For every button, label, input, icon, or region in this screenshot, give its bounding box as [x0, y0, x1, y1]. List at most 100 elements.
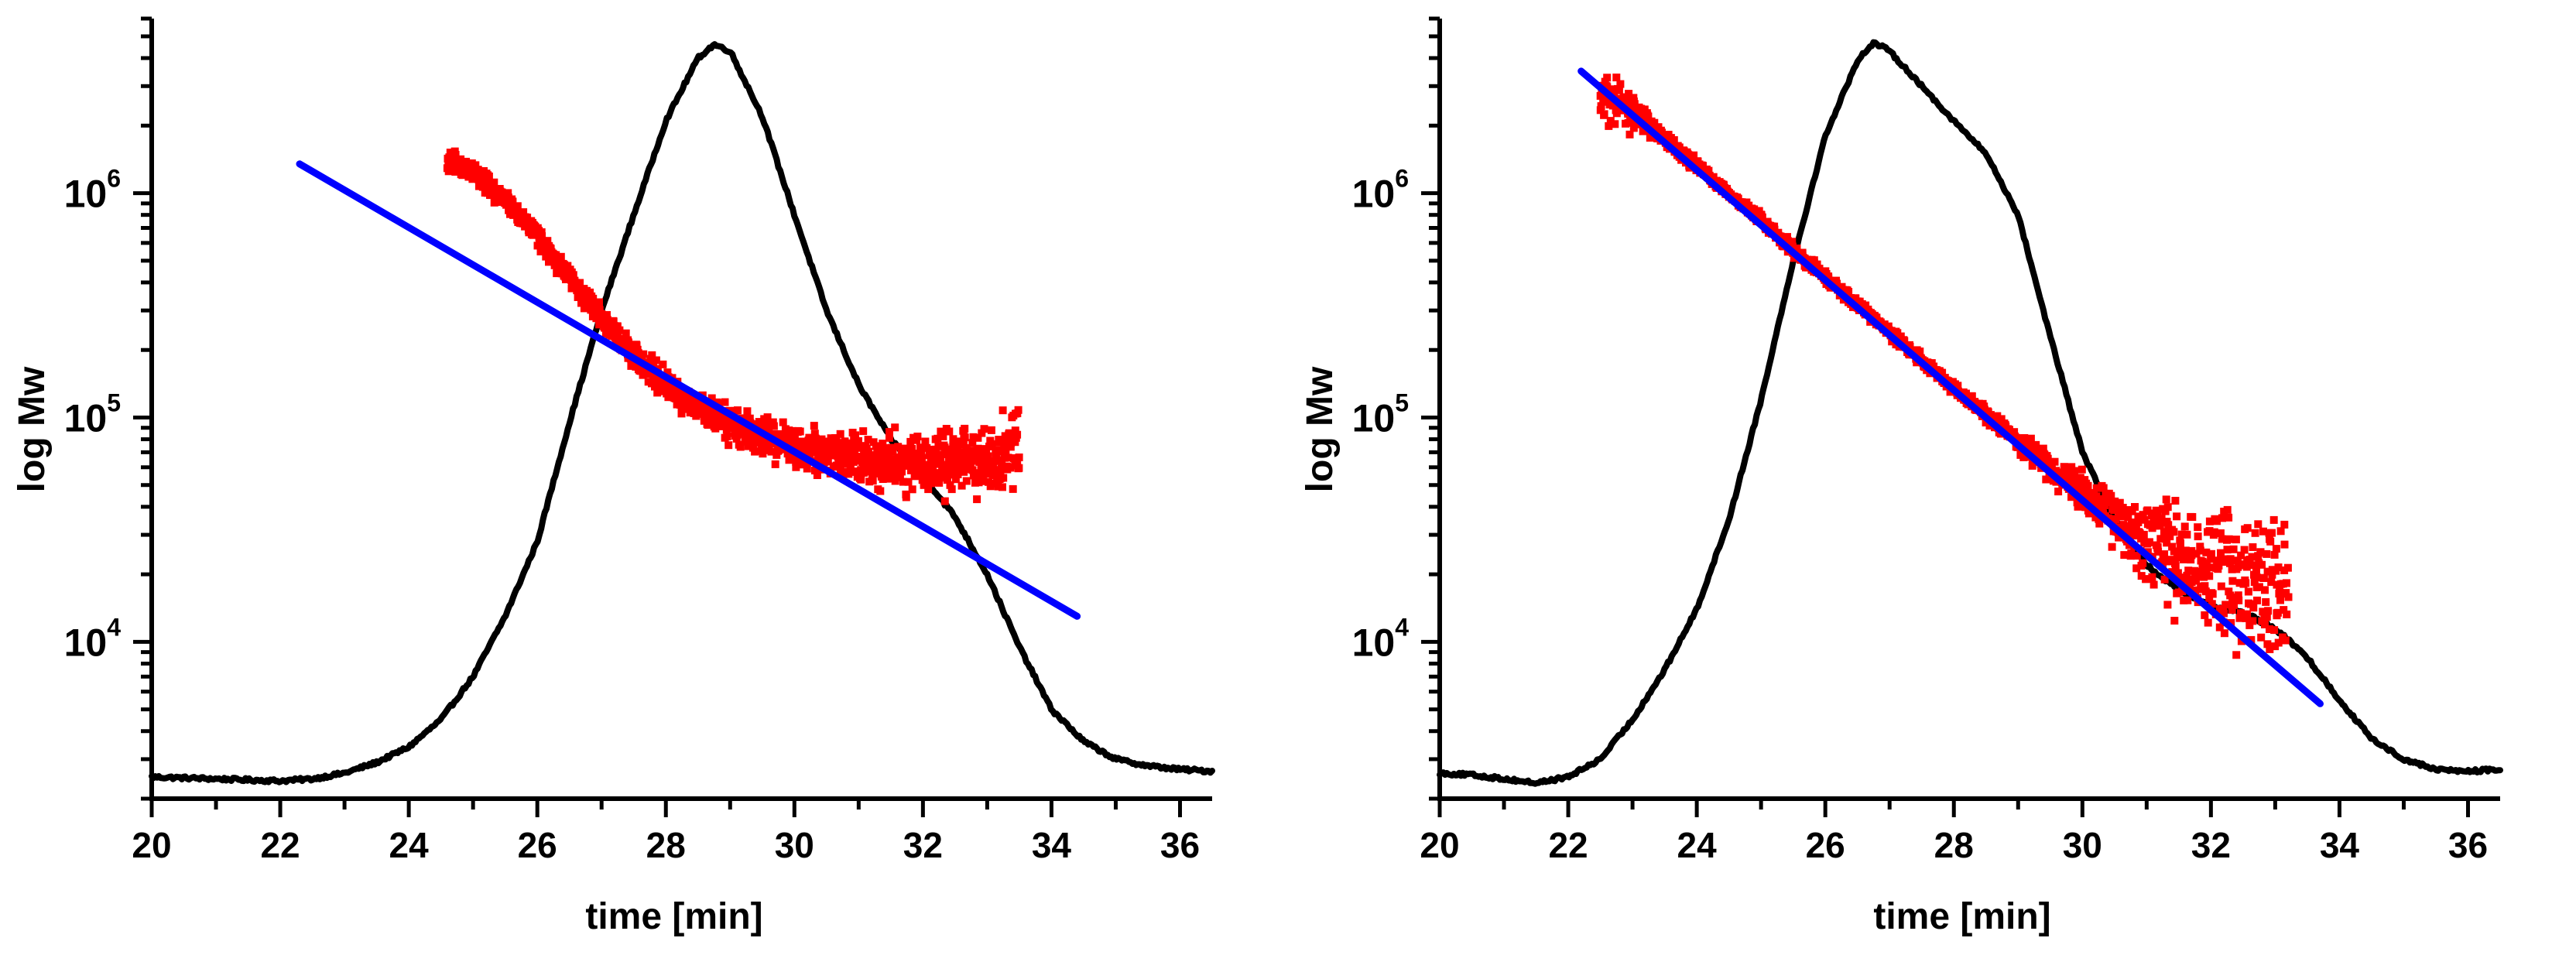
mw-data-point [2276, 584, 2283, 593]
mw-data-point [755, 422, 764, 430]
mw-data-point [1005, 429, 1013, 437]
mw-data-point [2121, 507, 2129, 515]
mw-data-point [2284, 593, 2293, 601]
mw-data-point [1006, 464, 1015, 472]
chart-panel-left: time [min] log Mw 20 22 24 26 28 30 32 34 36 104 1… [12, 16, 1215, 937]
mw-data-point [696, 409, 704, 418]
mw-data-point [2184, 596, 2192, 604]
mw-data-point [2201, 569, 2209, 577]
mw-data-point [2208, 549, 2215, 558]
mw-data-point [537, 228, 546, 236]
x-tick-label: 26 [1806, 825, 1845, 865]
x-tick-label: 32 [903, 825, 943, 865]
mw-data-point [663, 368, 672, 377]
mw-data-point [999, 474, 1008, 482]
mw-data-point [1798, 249, 1807, 258]
mw-data-point [451, 151, 460, 159]
mw-data-point [2240, 546, 2249, 554]
mw-data-point [824, 457, 832, 466]
mw-data-point [2154, 547, 2163, 556]
mw-data-point [2078, 465, 2086, 474]
mw-data-point [2232, 651, 2241, 659]
mw-data-point [2218, 514, 2226, 522]
mw-data-point [2258, 560, 2266, 569]
mw-data-point [1015, 454, 1023, 461]
mw-data-point [2266, 625, 2273, 633]
mw-data-point [2067, 463, 2076, 471]
mw-data-point [2161, 507, 2170, 515]
elution-trace-line [149, 41, 1215, 786]
mw-data-point [1833, 279, 1841, 288]
mw-data-point [2254, 520, 2263, 529]
mw-data-point [935, 478, 944, 487]
mw-data-point [988, 457, 996, 465]
mw-data-point [1906, 342, 1914, 351]
mw-data-point [807, 436, 815, 444]
mw-data-point [855, 436, 862, 445]
mw-data-point [1612, 74, 1621, 82]
mw-data-point [707, 406, 715, 414]
mw-data-point [918, 476, 927, 484]
x-tick-label: 24 [389, 825, 430, 865]
y-tick-base: 10 [64, 396, 108, 440]
mw-data-point [859, 427, 868, 436]
mw-data-point [2177, 530, 2186, 539]
mw-data-point [2273, 608, 2282, 617]
mw-data-point [934, 442, 943, 450]
mw-data-point [946, 481, 954, 489]
mw-data-point [1616, 80, 1625, 88]
mw-data-point [834, 454, 843, 463]
mw-data-point [871, 469, 879, 478]
mw-data-point [2225, 513, 2233, 522]
mw-data-point [757, 443, 766, 451]
mw-data-point [902, 490, 910, 498]
mw-data-point [933, 434, 942, 443]
mw-data-point [2115, 498, 2124, 507]
mw-data-point [2263, 613, 2271, 621]
mw-data-point [937, 473, 946, 481]
mw-data-point [2150, 522, 2159, 530]
mw-data-point [959, 461, 968, 470]
mw-data-point [2257, 633, 2266, 642]
x-tick-label: 22 [260, 825, 300, 865]
mw-data-point [975, 451, 983, 460]
mw-data-point [762, 423, 771, 431]
mw-data-point [2170, 617, 2179, 625]
mw-data-point [2283, 610, 2291, 618]
mw-data-point [2153, 543, 2162, 551]
y-tick-exponent: 4 [1395, 613, 1409, 641]
x-tick-label: 28 [1934, 825, 1974, 865]
x-tick-label: 34 [2320, 825, 2360, 865]
mw-data-point [1600, 110, 1608, 118]
mw-data-point [945, 427, 954, 436]
mw-data-point [779, 418, 787, 426]
mw-data-point [2249, 543, 2257, 551]
mw-data-point [538, 232, 546, 241]
mw-data-point [2191, 577, 2200, 585]
mw-data-point [2215, 623, 2224, 632]
mw-data-point [754, 437, 762, 446]
mw-data-point [947, 485, 956, 494]
mw-data-point [970, 455, 978, 463]
mw-data-point [2263, 640, 2272, 649]
mw-data-point [2150, 517, 2158, 525]
mw-data-point [943, 476, 951, 484]
mw-data-point [962, 477, 971, 485]
mw-data-point [2249, 604, 2258, 612]
mw-data-point [2050, 457, 2059, 466]
mw-data-point [1637, 110, 1646, 118]
mw-data-point [2026, 434, 2035, 443]
mw-data-point [908, 485, 916, 494]
mw-data-point [595, 298, 603, 306]
mw-data-point [1006, 443, 1015, 451]
mw-data-point [812, 464, 820, 473]
y-tick-base: 10 [64, 621, 108, 664]
mw-data-point [2208, 590, 2217, 598]
mw-data-point [908, 445, 916, 453]
mw-data-point [898, 450, 906, 458]
mw-data-point [1845, 288, 1853, 296]
plot-area [1437, 39, 2503, 787]
mw-data-point [1011, 426, 1019, 435]
mw-data-point [839, 471, 848, 479]
y-tick-label: 105 [64, 389, 121, 440]
